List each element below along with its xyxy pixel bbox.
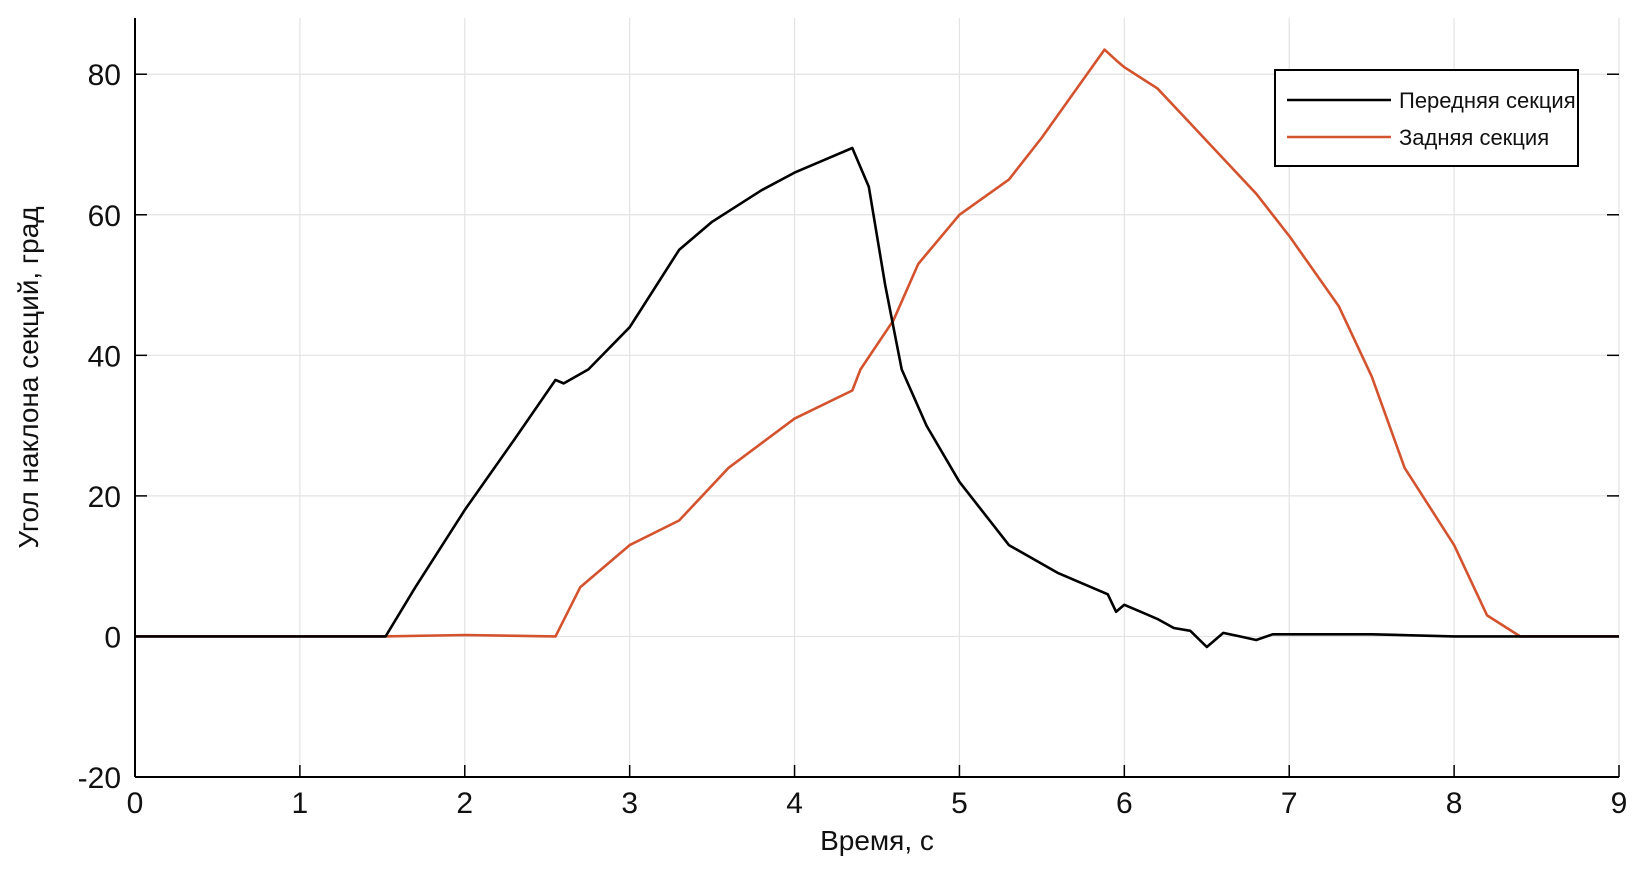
x-tick-label: 0 [127, 787, 144, 820]
x-tick-label: 9 [1611, 787, 1628, 820]
x-tick-label: 6 [1116, 787, 1133, 820]
series-line-rear-section [135, 48, 1619, 638]
y-axis-title: Угол наклона секций, град [13, 206, 44, 548]
y-tick-label: 0 [104, 621, 121, 654]
y-tick-label: 20 [88, 481, 121, 514]
y-tick-label: -20 [78, 762, 121, 795]
legend-label-rear-section: Задняя секция [1399, 125, 1549, 150]
x-tick-label: 8 [1446, 787, 1463, 820]
y-tick-label: 60 [88, 200, 121, 233]
y-tick-label: 40 [88, 340, 121, 373]
x-tick-label: 5 [951, 787, 968, 820]
series-line-front-section [135, 146, 1619, 649]
x-tick-label: 3 [621, 787, 638, 820]
legend-label-front-section: Передняя секция [1399, 88, 1576, 113]
x-tick-label: 7 [1281, 787, 1298, 820]
x-tick-label: 1 [292, 787, 309, 820]
x-tick-label: 2 [456, 787, 473, 820]
y-tick-label: 80 [88, 59, 121, 92]
x-axis-title: Время, с [820, 825, 934, 856]
legend-box [1274, 69, 1579, 167]
x-tick-label: 4 [786, 787, 803, 820]
